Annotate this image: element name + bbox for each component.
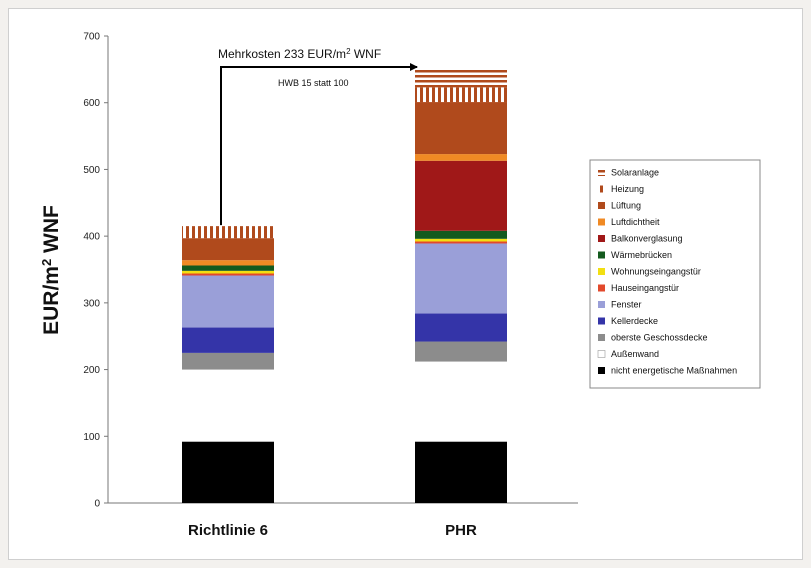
bar-segment (415, 243, 507, 314)
bar-segment (415, 102, 507, 155)
y-tick-label: 200 (83, 365, 100, 376)
y-axis-label: EUR/m2 WNF (39, 205, 64, 335)
bar-segment (415, 313, 507, 342)
bar-segment (415, 441, 507, 503)
bar-segment (182, 265, 274, 271)
legend-swatch (598, 185, 605, 193)
legend-swatch (598, 202, 605, 209)
bar-segment (182, 369, 274, 442)
legend-label: Außenwand (611, 349, 659, 359)
y-tick-label: 600 (83, 98, 100, 109)
cost-arrow (220, 63, 418, 226)
category-labels: Richtlinie 6 PHR (188, 522, 477, 539)
bar-segment (182, 352, 274, 370)
bar-segment (415, 361, 507, 442)
legend-label: Lüftung (611, 201, 641, 211)
legend-label: Kellerdecke (611, 316, 658, 326)
bar-segment (415, 68, 507, 88)
legend-box (589, 159, 761, 389)
legend: Solaranlage Heizung Lüftung Luftdichtheit Ba… (589, 159, 761, 389)
cost-label: Mehrkosten 233 EUR/m2 WNF (218, 47, 381, 62)
legend-swatch (598, 284, 605, 292)
bar-segment (415, 154, 507, 161)
bar-segment (182, 238, 274, 261)
cost-annotation: Mehrkosten 233 EUR/m2 WNF HWB 15 statt 1… (218, 47, 418, 226)
y-tick-label: 100 (83, 432, 100, 443)
legend-swatch (598, 235, 605, 242)
bar-segment (182, 275, 274, 328)
legend-label: Fenster (611, 300, 642, 310)
bar-segment (182, 260, 274, 266)
bar-segment (182, 270, 274, 274)
legend-swatch (598, 268, 605, 275)
legend-swatch (598, 218, 605, 226)
bar-segment (182, 226, 274, 239)
legend-label: Hauseingangstür (611, 283, 679, 293)
legend-label: nicht energetische Maßnahmen (611, 366, 737, 376)
legend-swatch (598, 301, 605, 308)
legend-label: Luftdichtheit (611, 217, 660, 227)
bar-segment (182, 327, 274, 353)
legend-label: Wärmebrücken (611, 250, 672, 260)
legend-swatch (598, 169, 605, 176)
bar-segment (415, 341, 507, 362)
legend-label: Balkonverglasung (611, 234, 683, 244)
legend-swatch (598, 334, 605, 341)
category-label: Richtlinie 6 (188, 522, 268, 539)
y-tick-label: 400 (83, 232, 100, 243)
bar-segment (415, 238, 507, 242)
bar-segment (415, 230, 507, 239)
legend-label: Wohnungseingangstür (611, 267, 701, 277)
hwb-label: HWB 15 statt 100 (278, 78, 349, 88)
legend-label: Solaranlage (611, 168, 659, 178)
y-tick-label: 500 (83, 165, 100, 176)
bar-segment (182, 273, 274, 276)
y-tick-label: 700 (83, 32, 100, 43)
bar-segment (415, 160, 507, 231)
legend-swatch (598, 367, 605, 374)
legend-swatch (598, 251, 605, 259)
y-tick-label: 300 (83, 298, 100, 309)
bar-segment (415, 87, 507, 103)
category-label: PHR (445, 522, 477, 539)
bar-segment (182, 441, 274, 503)
legend-label: Heizung (611, 184, 644, 194)
bar-segment (415, 241, 507, 244)
legend-swatch (598, 317, 605, 325)
legend-swatch (597, 350, 606, 358)
bars (182, 68, 507, 503)
y-tick-label: 0 (94, 499, 100, 510)
legend-label: oberste Geschossdecke (611, 333, 708, 343)
